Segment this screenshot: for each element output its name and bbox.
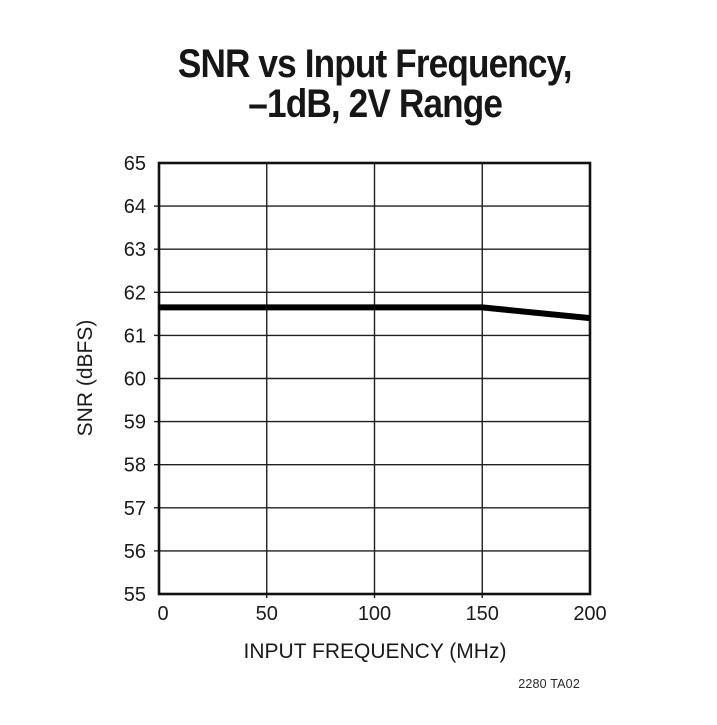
x-axis-label: INPUT FREQUENCY (MHz) <box>243 640 507 663</box>
x-tick-label: 200 <box>573 603 606 625</box>
y-axis-label: SNR (dBFS) <box>74 319 97 437</box>
y-tick-label: 61 <box>124 325 146 347</box>
x-tick-label: 100 <box>358 603 391 625</box>
chart-title-line1: SNR vs Input Frequency, <box>178 42 573 86</box>
y-tick-label: 60 <box>124 369 146 391</box>
snr-line <box>159 304 591 322</box>
y-tick-label: 58 <box>124 455 146 477</box>
x-tick-label: 150 <box>466 603 499 625</box>
chart-title-line2: –1dB, 2V Range <box>248 82 503 126</box>
x-tick-label: 0 <box>157 603 168 625</box>
y-tick-label: 56 <box>124 541 146 563</box>
y-tick-label: 64 <box>124 196 146 218</box>
y-tick-label: 62 <box>124 282 146 304</box>
y-tick-label: 55 <box>124 584 146 606</box>
y-tick-label: 59 <box>124 412 146 434</box>
y-tick-label: 57 <box>124 498 146 520</box>
plot-border <box>157 161 592 596</box>
x-tick-label: 50 <box>256 603 278 625</box>
y-tick-label: 65 <box>124 153 146 175</box>
y-tick-label: 63 <box>124 239 146 261</box>
chart-title: SNR vs Input Frequency, –1dB, 2V Range <box>0 44 717 124</box>
part-number-note: 2280 TA02 <box>518 677 580 691</box>
